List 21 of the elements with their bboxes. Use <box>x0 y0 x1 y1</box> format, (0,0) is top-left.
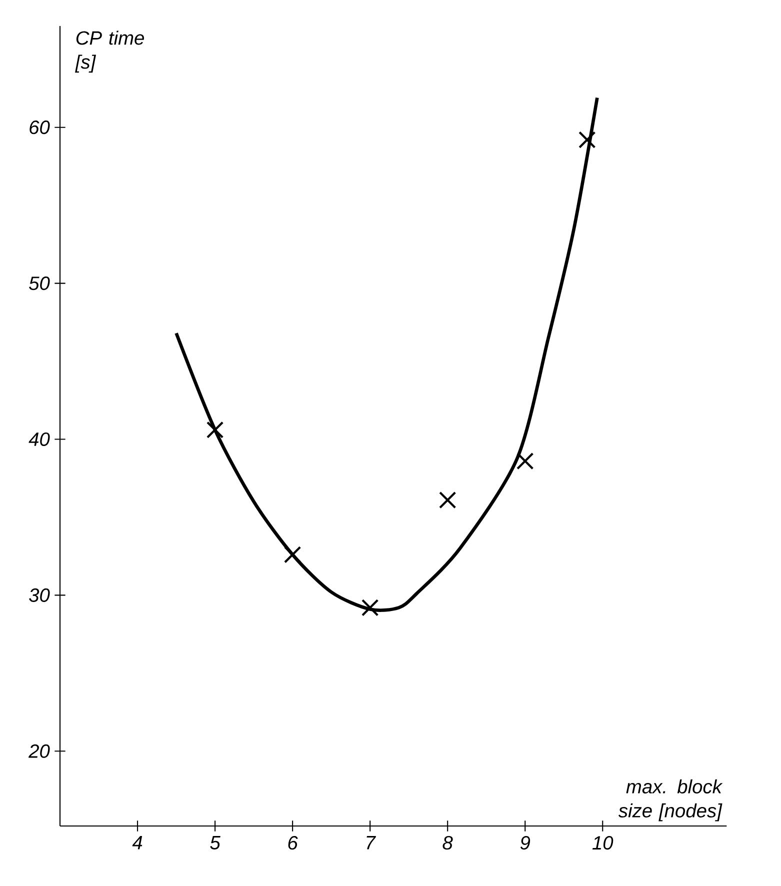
point <box>438 491 456 509</box>
x-tick-label: 7 <box>366 836 376 850</box>
y-tick-label: 50 <box>29 276 50 290</box>
line-series <box>174 96 599 612</box>
point <box>206 421 224 438</box>
point <box>516 452 534 470</box>
point <box>578 131 596 148</box>
y-axis-title: CP time [s] <box>75 30 144 73</box>
point <box>284 546 302 564</box>
y-tick-label: 40 <box>28 432 50 446</box>
x-axis-title: max. block size [nodes] <box>618 779 723 822</box>
x-tick-label: 6 <box>288 836 298 850</box>
y-tick-label: 30 <box>29 588 50 602</box>
x-tick-label: 5 <box>210 836 220 850</box>
y-tick-label: 60 <box>30 120 50 134</box>
x-tick-label: 4 <box>132 836 142 850</box>
x-tick-label: 10 <box>592 836 614 850</box>
y-tick-label: 20 <box>28 744 50 758</box>
point <box>361 599 379 616</box>
x-tick-label: 8 <box>442 836 453 850</box>
x-tick-label: 9 <box>520 836 530 850</box>
